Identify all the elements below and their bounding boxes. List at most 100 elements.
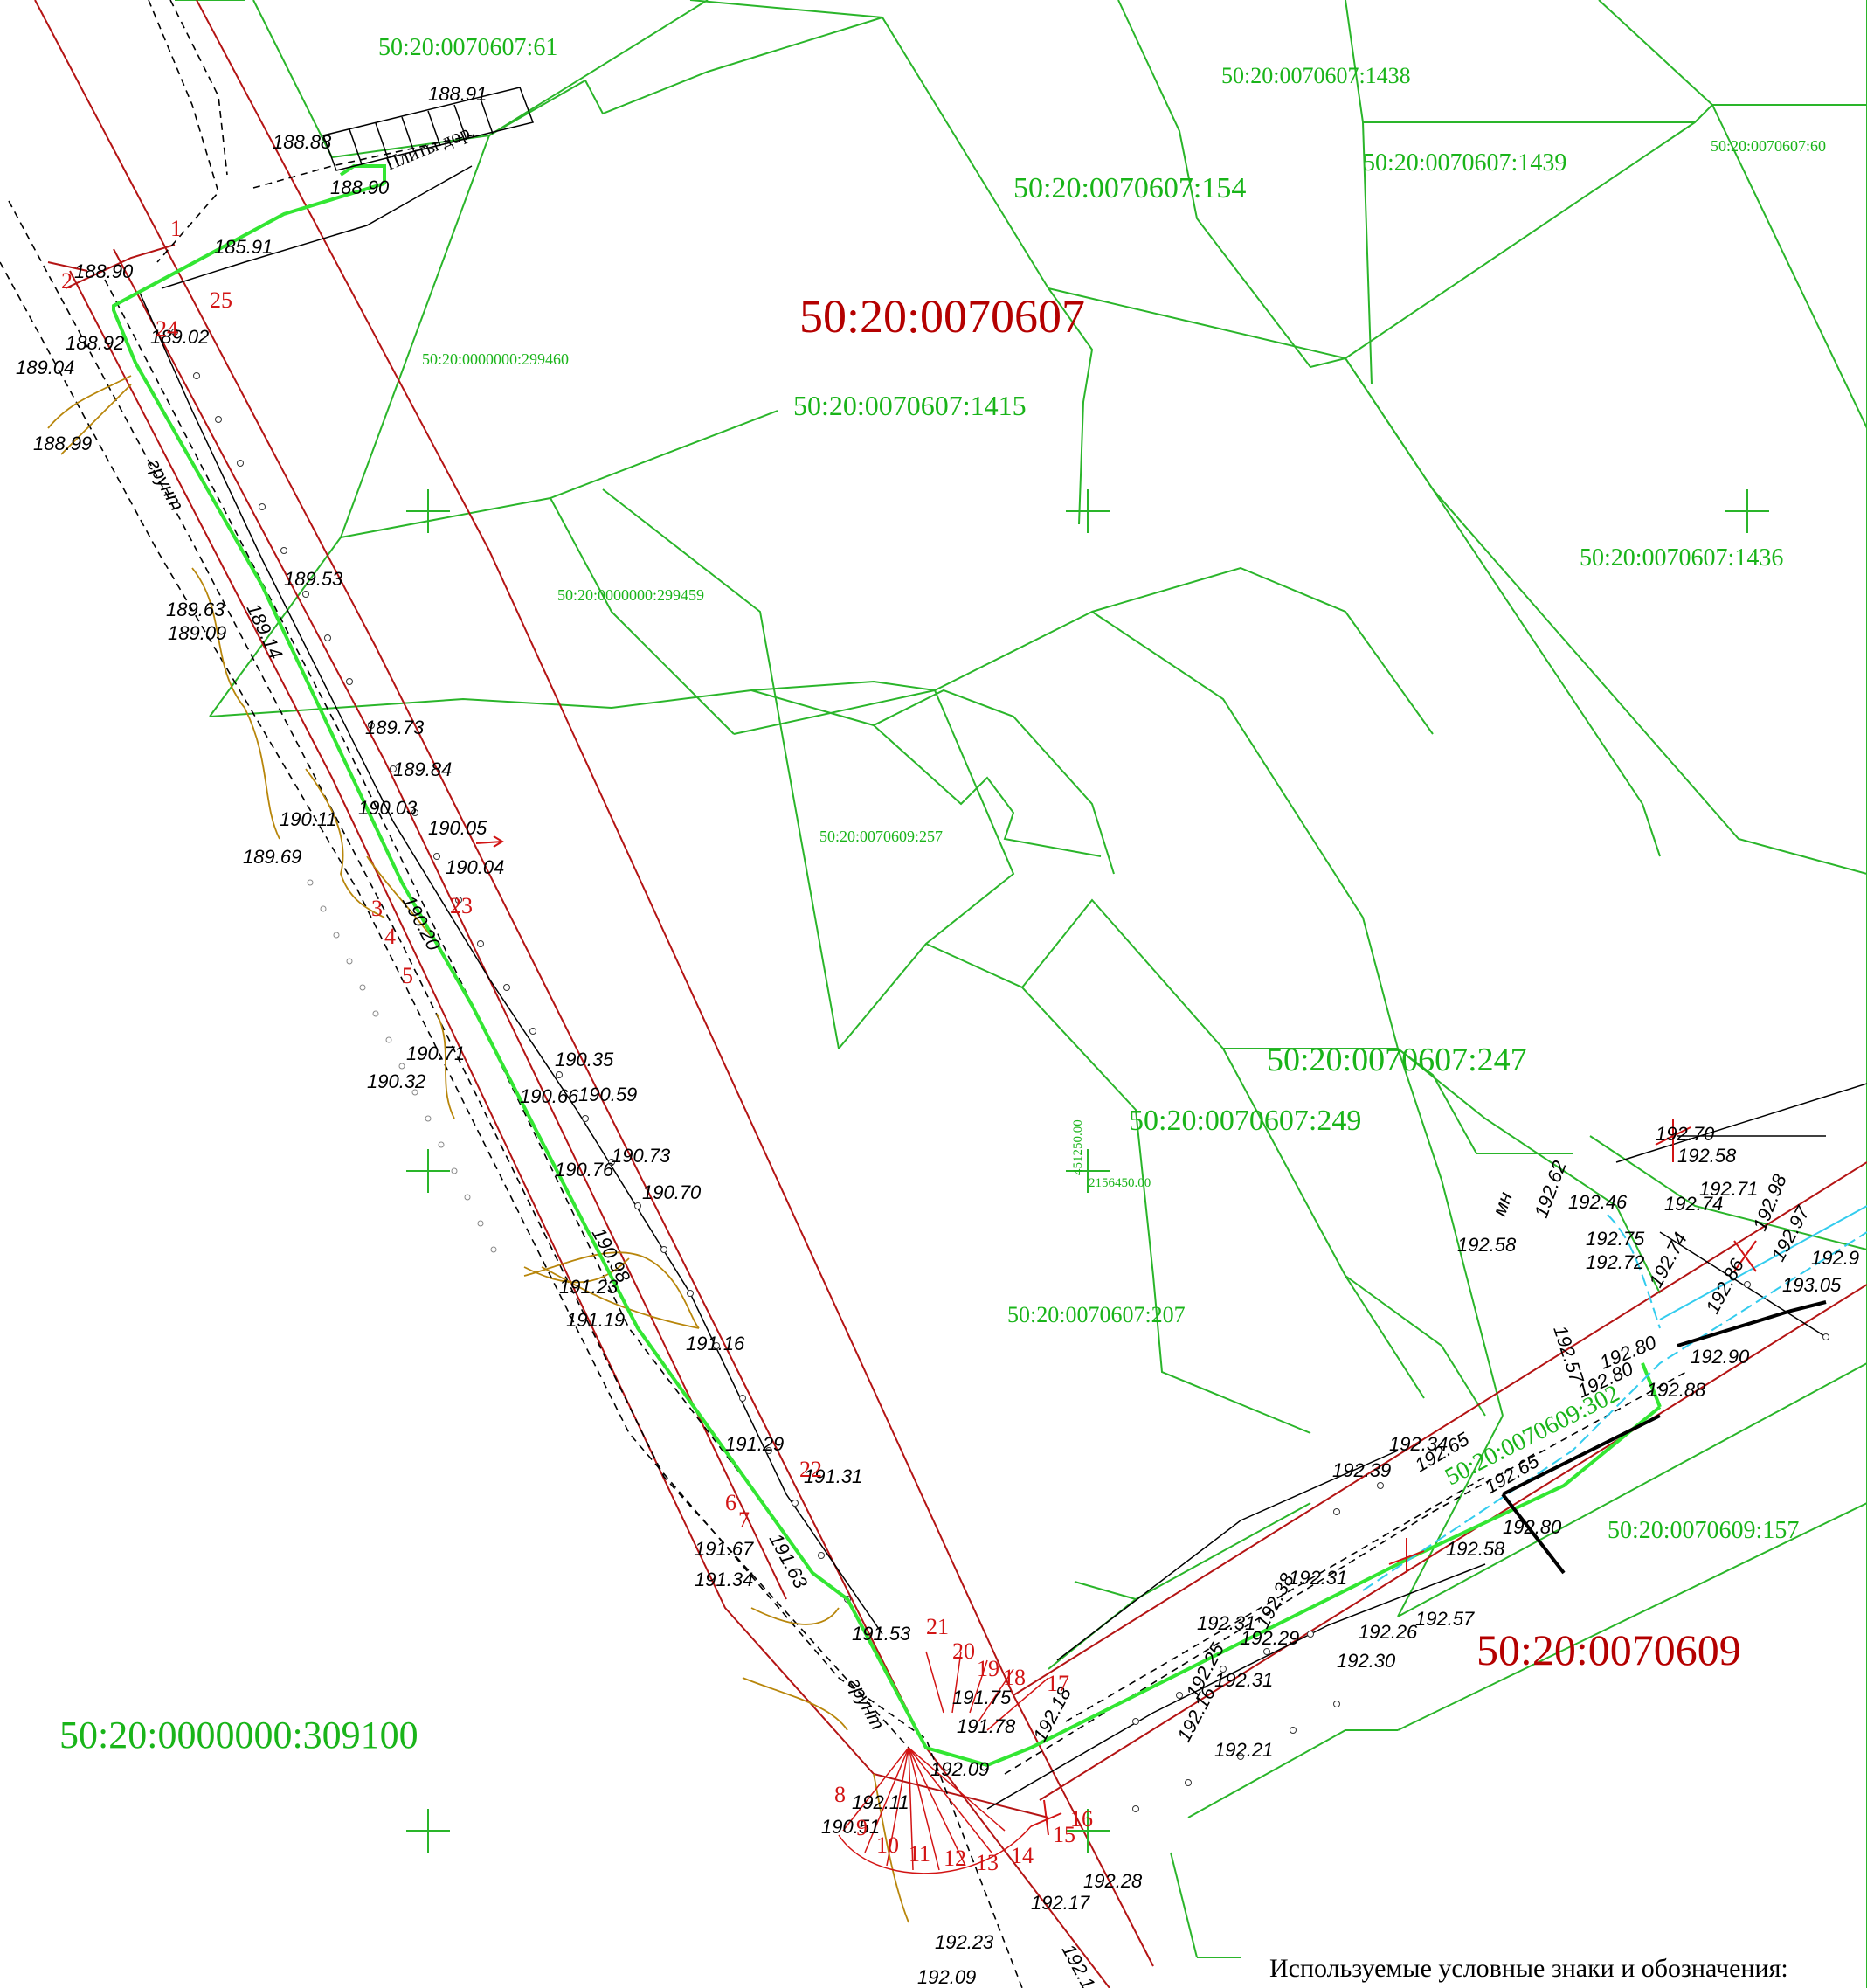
elevation-label: 190.70 — [642, 1181, 702, 1203]
route-line — [1641, 1362, 1662, 1408]
dashed-line — [104, 279, 743, 1478]
elevation-label: 192.72 — [1586, 1251, 1644, 1273]
parcel-line — [550, 410, 778, 499]
route — [112, 164, 1662, 1768]
elevation-label: 192.26 — [1359, 1621, 1418, 1643]
point-number: 2 — [61, 268, 73, 294]
fence-line — [139, 165, 1867, 1810]
point-number: 25 — [210, 287, 232, 313]
elevation-label: 192.57 — [1549, 1323, 1588, 1386]
point-number: 17 — [1047, 1671, 1069, 1696]
elevation-label: 193.05 — [1782, 1274, 1842, 1296]
parcel-line — [1187, 1729, 1398, 1818]
elevation-label: 189.02 — [150, 326, 209, 348]
parcel-line — [1711, 104, 1867, 429]
slab-annotation: Плиты дор. — [383, 119, 478, 174]
parcel-label: 50:20:0070607:1438 — [1221, 63, 1411, 88]
parcel-label: 50:20:0070607:247 — [1267, 1042, 1527, 1078]
elevation-label: 192.46 — [1568, 1191, 1628, 1213]
point-number: 22 — [799, 1457, 822, 1482]
dashed-line — [252, 135, 473, 189]
red-line — [69, 270, 1049, 1818]
elevation-label: 190.73 — [612, 1145, 671, 1167]
elevation-label: 192.31 — [1289, 1567, 1347, 1589]
parcel-label: 50:20:0070609:257 — [819, 828, 943, 845]
elevation-label: 192.62 — [1530, 1158, 1571, 1221]
point-number: 21 — [926, 1614, 949, 1639]
parcel-line — [1397, 1502, 1867, 1731]
elevation-label: 191.16 — [686, 1333, 745, 1354]
mn-annotation: мн — [1488, 1189, 1517, 1219]
parcel-line — [1397, 1048, 1573, 1154]
parcel-line — [1345, 357, 1867, 875]
parcel-line — [1091, 566, 1434, 735]
red-line — [34, 0, 1110, 1988]
elevation-label: 190.20 — [398, 892, 446, 955]
dashed-line — [1065, 1476, 1486, 1722]
elevation-label: 192.34 — [1389, 1433, 1448, 1455]
elevation-label: 192.31 — [1197, 1612, 1255, 1634]
elevation-label: 190.04 — [446, 856, 504, 878]
elevation-label: 190.11 — [280, 808, 337, 830]
elevation-label: 192.86 — [1701, 1255, 1748, 1318]
point-number: 6 — [725, 1490, 736, 1515]
water-line — [1362, 1214, 1867, 1591]
elevation-label: 192.71 — [1699, 1178, 1758, 1200]
elevation-label: 188.92 — [66, 332, 124, 354]
elevation-label: 190.05 — [428, 817, 487, 839]
elevation-label: 188.91 — [428, 83, 487, 105]
elevation-label: 191.75 — [952, 1687, 1012, 1708]
parcel-line — [1345, 1275, 1486, 1417]
parcel-label: 50:20:0070609:157 — [1608, 1517, 1799, 1544]
parcel-line — [873, 724, 1102, 857]
parcel-label: 50:20:0070607:1436 — [1580, 544, 1783, 571]
elevation-label: 192.23 — [935, 1931, 994, 1953]
elevation-label: 189.04 — [16, 357, 74, 378]
parcel-line — [1223, 1048, 1661, 1294]
road-slabs-east — [1501, 1300, 1827, 1575]
parcel-line — [925, 943, 1311, 1434]
parcel-line — [340, 496, 735, 735]
elevation-label: 189.14 — [242, 600, 287, 663]
parcel-line — [1397, 1415, 1504, 1617]
point-number: 7 — [738, 1507, 750, 1533]
elevation-label: 189.53 — [284, 568, 343, 590]
elevation-label: 188.90 — [330, 177, 390, 198]
elevation-label: 190.59 — [578, 1084, 637, 1105]
route-line — [112, 182, 1662, 1768]
parcel-label: 50:20:0070607:249 — [1129, 1105, 1361, 1137]
elevation-label: 192.75 — [1586, 1228, 1645, 1250]
elevation-label: 192.28 — [1083, 1870, 1143, 1892]
coord-east: 2156450.00 — [1089, 1176, 1151, 1190]
elevation-label: 190.51 — [821, 1816, 880, 1838]
elevation-label: 192.11 — [852, 1791, 909, 1813]
elevation-label: 192.29 — [1241, 1627, 1299, 1649]
parcel-line — [1397, 1362, 1867, 1617]
coord-north: 451250.00 — [1071, 1119, 1085, 1175]
parcel-line — [1345, 0, 1867, 123]
parcel-line — [331, 0, 709, 158]
point-number: 4 — [384, 924, 396, 949]
elevation-label: 192.17 — [1031, 1892, 1090, 1914]
dimension-fan — [838, 1651, 1049, 1874]
elevation-label: 189.63 — [166, 599, 225, 620]
elevation-label: 191.31 — [804, 1465, 862, 1487]
dashed-line — [148, 0, 219, 263]
point-number: 19 — [977, 1656, 999, 1681]
elevation-label: 189.84 — [393, 758, 452, 780]
verge-dots — [307, 879, 497, 1253]
red-line — [47, 261, 88, 272]
point-number: 24 — [156, 316, 178, 342]
elevation-label: 189.73 — [365, 717, 425, 738]
parcel-line — [750, 689, 1115, 875]
parcel-label: 50:20:0070607:60 — [1711, 137, 1826, 155]
block-label: 50:20:0070607 — [799, 290, 1085, 343]
contour-lines — [47, 375, 909, 1923]
road-slabs — [322, 87, 534, 171]
parcel-line — [209, 680, 1015, 1049]
parcel-label: 50:20:0070607:1439 — [1363, 149, 1566, 177]
parcel-line — [1642, 803, 1661, 857]
elevation-label: 192.74 — [1664, 1193, 1723, 1215]
parcel-line — [689, 0, 1094, 525]
